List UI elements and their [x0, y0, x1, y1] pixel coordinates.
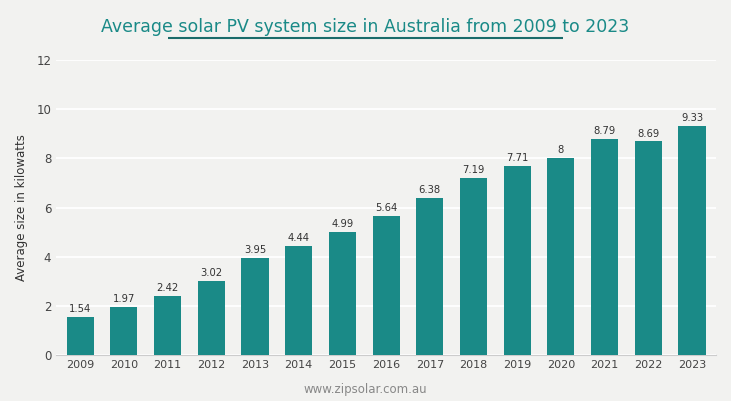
- Bar: [198, 281, 225, 355]
- Bar: [591, 139, 618, 355]
- Text: Average solar PV system size in Australia from 2009 to 2023: Average solar PV system size in Australi…: [102, 18, 629, 36]
- Bar: [110, 307, 137, 355]
- Bar: [678, 126, 705, 355]
- Text: 7.19: 7.19: [462, 165, 485, 175]
- Bar: [548, 158, 575, 355]
- Bar: [329, 233, 356, 355]
- Text: www.zipsolar.com.au: www.zipsolar.com.au: [303, 383, 428, 396]
- Text: 3.02: 3.02: [200, 268, 222, 278]
- Text: 4.44: 4.44: [288, 233, 310, 243]
- Bar: [67, 317, 94, 355]
- Y-axis label: Average size in kilowatts: Average size in kilowatts: [15, 134, 28, 281]
- Text: 8: 8: [558, 146, 564, 156]
- Bar: [285, 246, 312, 355]
- Text: 6.38: 6.38: [419, 185, 441, 195]
- Text: 7.71: 7.71: [506, 153, 529, 163]
- Bar: [154, 296, 181, 355]
- Text: 9.33: 9.33: [681, 113, 703, 123]
- Bar: [460, 178, 487, 355]
- Bar: [373, 217, 400, 355]
- Text: 3.95: 3.95: [244, 245, 266, 255]
- Bar: [635, 142, 662, 355]
- Bar: [504, 166, 531, 355]
- Bar: [416, 198, 443, 355]
- Text: 8.79: 8.79: [594, 126, 616, 136]
- Text: 2.42: 2.42: [156, 283, 179, 293]
- Text: 1.54: 1.54: [69, 304, 91, 314]
- Text: 1.97: 1.97: [113, 294, 135, 304]
- Bar: [241, 258, 268, 355]
- Text: 5.64: 5.64: [375, 203, 397, 213]
- Text: 8.69: 8.69: [637, 129, 659, 138]
- Text: 4.99: 4.99: [331, 219, 354, 229]
